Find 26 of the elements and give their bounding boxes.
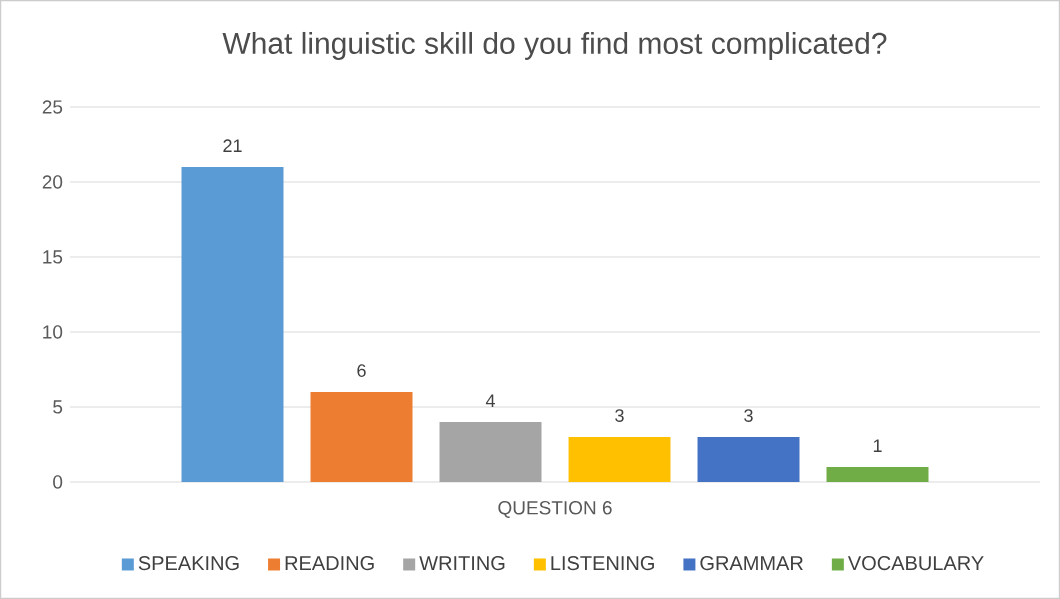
data-label: 3 (615, 409, 624, 422)
y-tick-label: 5 (53, 400, 63, 414)
bar (826, 466, 929, 482)
y-tick-label: 10 (43, 325, 63, 339)
y-tick-label: 25 (42, 100, 63, 114)
data-label: 3 (744, 409, 753, 422)
bar (181, 166, 284, 482)
bar (697, 436, 800, 482)
y-tick-label: 15 (43, 250, 63, 264)
chart-title: What linguistic skill do you find most complicated? (222, 31, 887, 60)
legend-label: LISTENING (551, 556, 654, 571)
data-label: 1 (873, 439, 882, 452)
bar (439, 421, 542, 482)
legend-label: WRITING (419, 556, 505, 571)
legend-label: VOCABULARY (847, 556, 984, 571)
legend-label: GRAMMAR (700, 556, 803, 571)
legend-label: SPEAKING (138, 556, 239, 571)
x-tick-label: QUESTION 6 (498, 501, 612, 518)
bar (568, 436, 671, 482)
data-label: 6 (357, 364, 366, 377)
bar (310, 391, 413, 482)
data-label: 4 (485, 394, 495, 407)
data-label: 21 (223, 139, 242, 152)
legend-label: READING (285, 556, 374, 571)
y-tick-label: 20 (42, 175, 63, 189)
y-tick-label: 0 (53, 475, 63, 489)
